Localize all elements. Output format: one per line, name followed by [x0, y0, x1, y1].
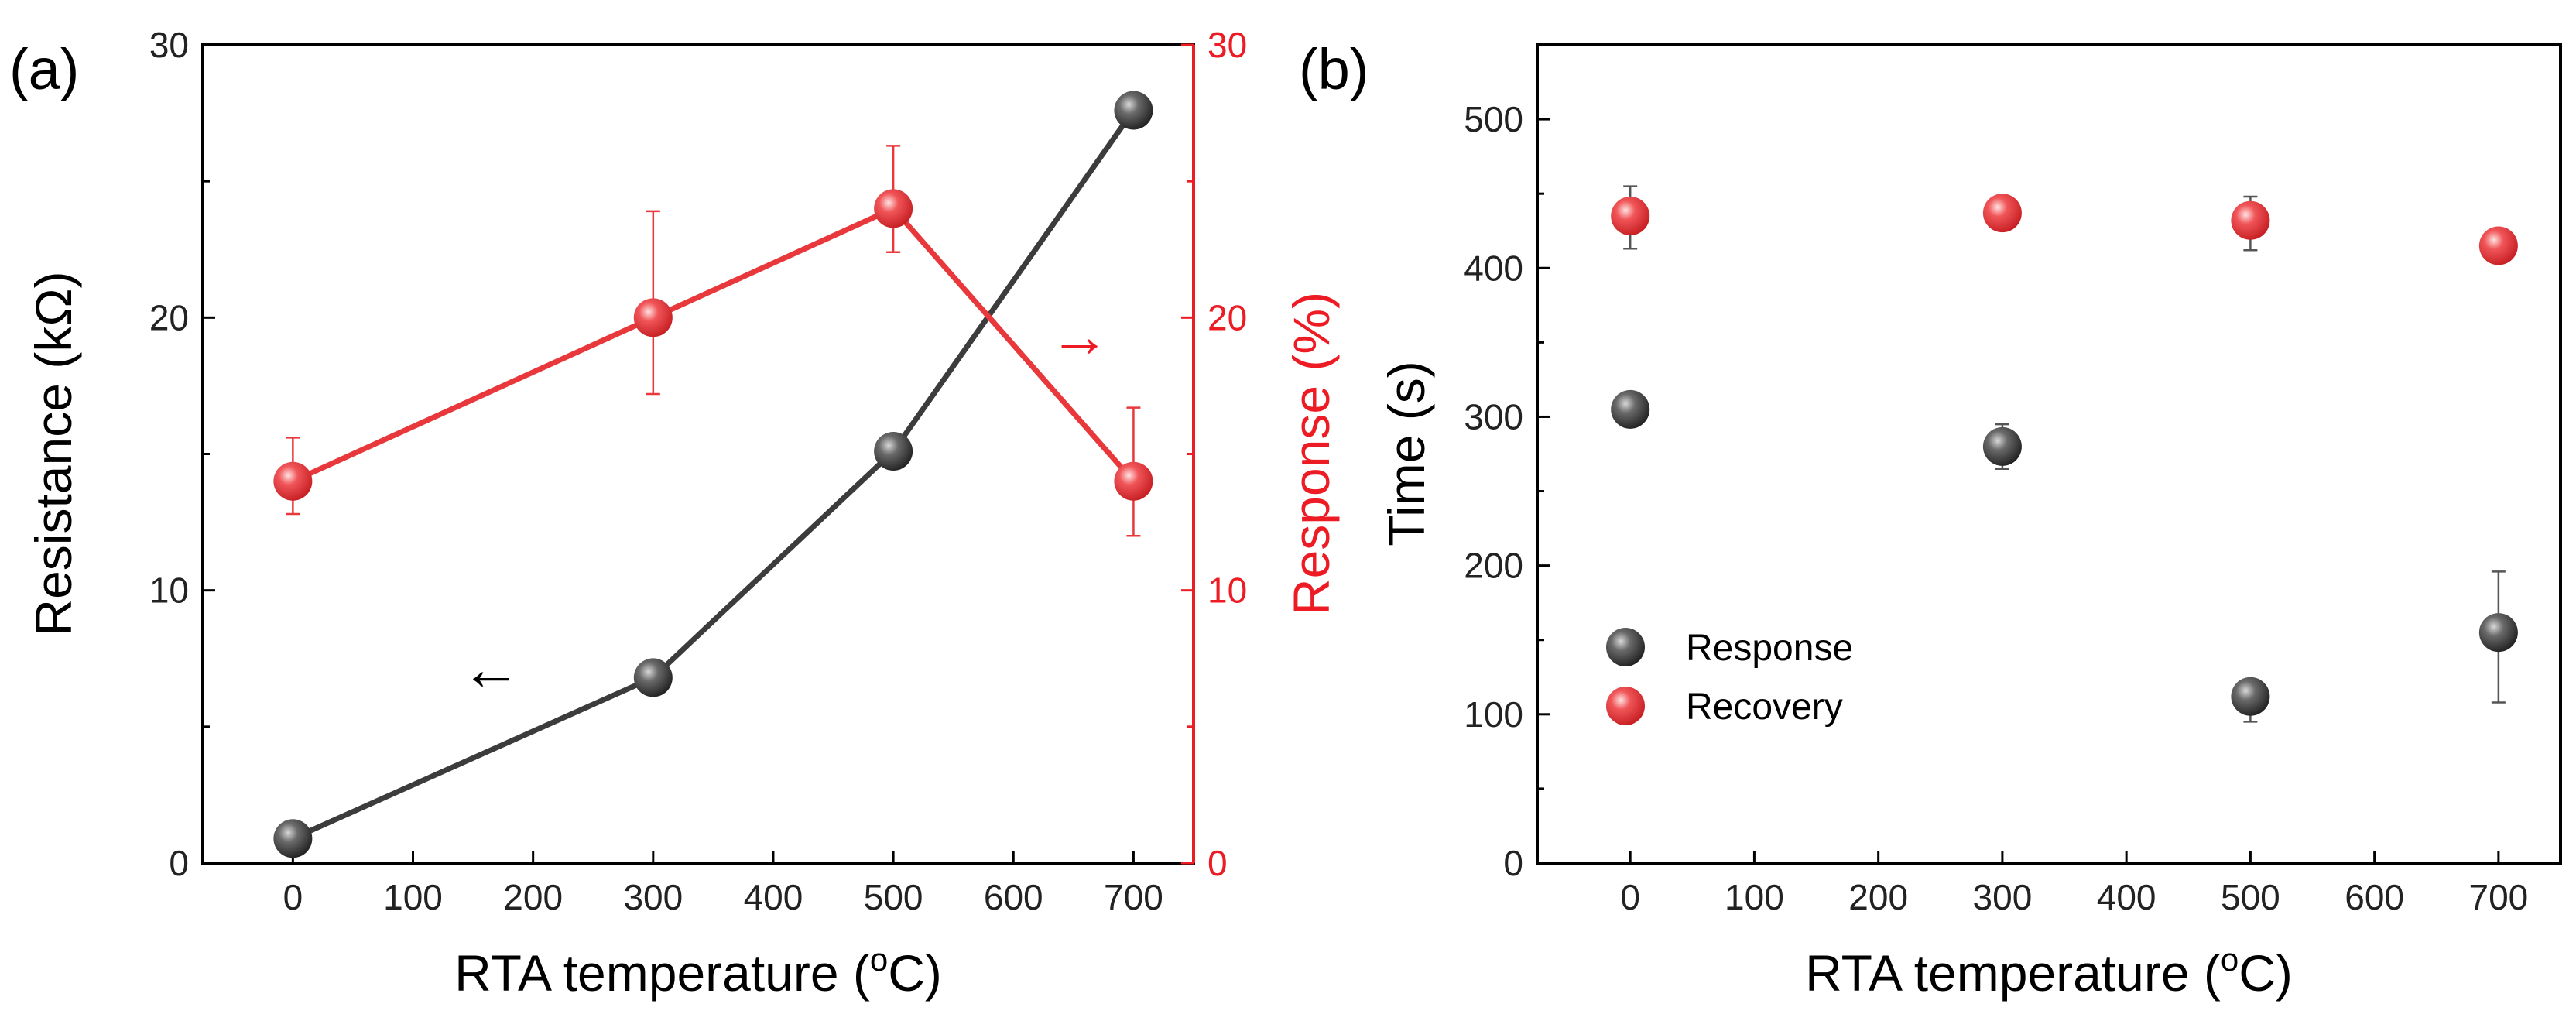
data-point-response [874, 189, 913, 228]
panel-b: 0 100 200 300 400 500 600 700 0100200300400500 … [1299, 37, 2562, 1002]
data-point-response [273, 461, 313, 501]
data-point-response [2231, 677, 2270, 716]
left-arrow-icon: ← [461, 634, 521, 702]
data-point-recovery [2231, 200, 2270, 240]
panel-b-x-tick-label: 600 [2345, 877, 2404, 917]
data-point-recovery [2478, 226, 2518, 265]
panel-a-left-y-tick-label: 10 [149, 570, 189, 611]
data-point-recovery [1611, 197, 1650, 236]
panel-a-right-y-tick-label: 30 [1208, 25, 1247, 65]
panel-b-x-tick-label: 100 [1725, 877, 1784, 917]
panel-a-x-tick-label: 100 [383, 877, 443, 917]
data-point-response [1114, 461, 1153, 501]
series-line-response [291, 205, 1136, 484]
panel-b-series [1611, 185, 2518, 723]
panel-a-left-y-tick-label: 0 [169, 843, 189, 883]
panel-a-x-tick-label: 500 [864, 877, 923, 917]
panel-a-x-tick-label: 200 [503, 877, 563, 917]
panel-b-x-tick-label: 0 [1620, 877, 1640, 917]
panel-b-y-ticks: 0 100 200 300 400 500 [1464, 99, 1550, 883]
data-point-response [1611, 389, 1650, 429]
panel-b-label: (b) [1299, 37, 1368, 101]
panel-b-left-y-tick-label: 0 [1503, 843, 1523, 883]
panel-a-right-y-tick-label: 0 [1208, 843, 1228, 883]
series-line-resistance [291, 108, 1136, 841]
panel-b-x-tick-label: 700 [2469, 877, 2529, 917]
legend-label-recovery: Recovery [1686, 687, 1843, 728]
panel-b-y-axis-title: Time (s) [1378, 361, 1435, 546]
legend-marker-recovery [1606, 687, 1645, 725]
panel-b-left-y-tick-label: 200 [1464, 546, 1523, 586]
panel-b-plot-frame [1536, 43, 2562, 865]
panel-b-x-tick-label: 200 [1848, 877, 1908, 917]
panel-a-series [273, 91, 1153, 858]
panel-b-x-tick-label: 500 [2221, 877, 2280, 917]
panel-a-x-ticks: 0 100 200 300 400 500 600 700 [283, 851, 1163, 917]
panel-b-x-tick-label: 400 [2097, 877, 2156, 917]
panel-a-right-y-ticks: 0 10 20 30 [1181, 25, 1247, 883]
legend-label-response: Response [1686, 628, 1853, 669]
right-arrow-icon: → [1050, 302, 1110, 370]
panel-a-x-tick-label: 300 [623, 877, 683, 917]
panel-a-x-tick-label: 700 [1104, 877, 1163, 917]
panel-a-left-y-tick-label: 20 [149, 297, 189, 337]
data-point-resistance [1114, 91, 1153, 130]
panel-b-x-axis-title: RTA temperature (oC) [1805, 941, 2293, 1002]
panel-b-left-y-tick-label: 300 [1464, 396, 1523, 437]
panel-a-label: (a) [9, 37, 79, 101]
panel-a-right-y-tick-label: 20 [1208, 297, 1247, 337]
panel-b-x-ticks: 0 100 200 300 400 500 600 700 [1620, 851, 2528, 917]
data-point-resistance [633, 658, 673, 697]
panel-a-left-y-tick-label: 30 [149, 25, 189, 65]
panel-a-left-y-ticks: 0 10 20 30 [149, 25, 215, 883]
panel-a-annotations: ←→ [461, 302, 1109, 703]
data-point-resistance [874, 431, 913, 471]
panel-a-right-y-axis-title: Response (%) [1283, 292, 1340, 615]
panel-b-legend: Response Recovery [1606, 628, 1853, 728]
panel-a: 0 100 200 300 400 500 600 700 0 10 20 30 0 10 20 30 ←… [9, 25, 1340, 1002]
panel-b-left-y-tick-label: 500 [1464, 99, 1523, 139]
legend-marker-response [1606, 628, 1645, 666]
panel-a-x-tick-label: 400 [744, 877, 803, 917]
panel-a-x-axis-title: RTA temperature (oC) [454, 941, 942, 1002]
data-point-resistance [273, 819, 313, 858]
panel-b-left-y-tick-label: 400 [1464, 248, 1523, 288]
data-point-recovery [1982, 194, 2022, 233]
data-point-response [2478, 613, 2518, 653]
data-point-response [633, 298, 673, 337]
panel-b-x-tick-label: 300 [1973, 877, 2033, 917]
panel-a-x-tick-label: 0 [283, 877, 303, 917]
data-point-response [1982, 426, 2022, 466]
panel-a-left-y-axis-title: Resistance (kΩ) [25, 271, 82, 635]
panel-b-left-y-tick-label: 100 [1464, 694, 1523, 735]
panel-a-right-y-tick-label: 10 [1208, 570, 1247, 611]
panel-a-x-tick-label: 600 [984, 877, 1043, 917]
